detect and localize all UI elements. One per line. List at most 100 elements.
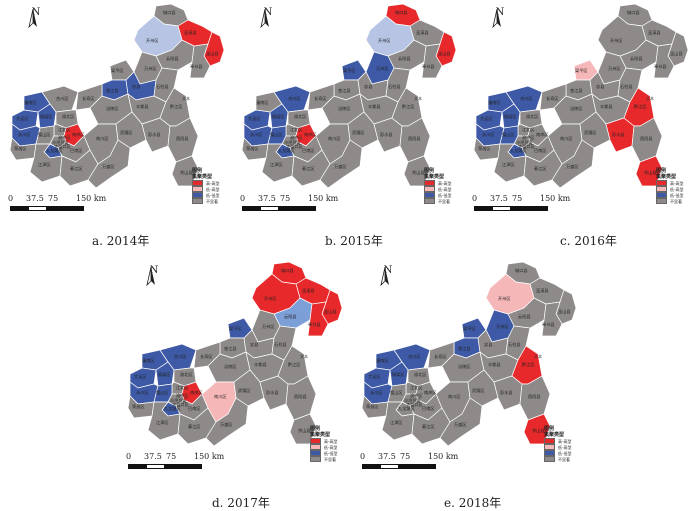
county-label-fengdu: 丰都县	[136, 103, 149, 110]
map-note: 文本	[182, 95, 190, 101]
county-label-kaizhou: 开州区	[378, 38, 391, 44]
county-label-jiangjin: 江津区	[270, 161, 283, 168]
county-label-xiushan: 秀山县	[298, 427, 311, 434]
county-label-fuling: 涪陵区	[458, 363, 471, 370]
legend: 图例 集聚类型 高-高型 低-高型 低-低型 不显著	[544, 426, 571, 462]
county-label-shizhu: 石柱县	[156, 83, 169, 90]
county-label-fuling: 涪陵区	[570, 105, 583, 112]
county-label-yunyang: 云阳县	[398, 55, 411, 62]
county-label-kaizhou: 开州区	[610, 38, 623, 44]
county-label-qijiang: 綦江区	[70, 165, 83, 172]
legend-swatch	[310, 438, 321, 444]
county-label-dazu: 大足区	[480, 115, 493, 122]
county-label-nanan: 南岸区	[72, 131, 85, 138]
scale-tick-label: 0	[8, 194, 14, 203]
north-arrow: N	[28, 8, 44, 29]
county-label-jiulongpo: 九龙坡区	[46, 147, 63, 154]
legend-title: 图例	[656, 168, 667, 174]
county-label-tongliang: 铜梁区	[40, 113, 53, 120]
north-arrow-icon	[146, 267, 155, 287]
county-label-nanan: 南岸区	[424, 389, 437, 396]
county-jiangjin	[261, 143, 295, 183]
map-note: 文本	[300, 353, 308, 359]
county-label-yongchuan: 永川区	[482, 131, 495, 137]
county-tongliang	[37, 103, 57, 129]
north-arrow: N	[380, 266, 396, 287]
county-wansheng	[319, 139, 363, 189]
county-label-shizhu: 石柱县	[388, 83, 401, 90]
county-label-liangping: 梁平区	[111, 67, 124, 74]
county-label-qianjiang: 黔江区	[288, 361, 301, 368]
legend-item: 高-高型	[544, 438, 571, 444]
county-label-qijiang: 綦江区	[188, 423, 201, 430]
scale-bar-segment	[362, 464, 382, 469]
legend-subtitle: 集聚类型	[656, 174, 677, 180]
county-label-chengkou: 城口县	[395, 9, 408, 16]
county-label-yongchuan: 永川区	[370, 389, 383, 395]
legend-label: 高-高型	[670, 180, 684, 186]
county-label-hechuan: 合川区	[288, 95, 301, 102]
county-label-zhongxian: 忠县	[132, 84, 140, 90]
north-arrow: N	[260, 8, 276, 29]
legend-label: 低-高型	[670, 186, 684, 192]
county-label-kaizhou: 开州区	[498, 296, 511, 302]
legend-label: 低-低型	[670, 192, 684, 198]
county-label-pengshui: 彭水县	[380, 131, 393, 138]
legend-label: 不显著	[324, 456, 336, 462]
scale-tick-label: 75	[48, 194, 59, 203]
county-label-jiangjin: 江津区	[156, 419, 169, 426]
county-label-fuling: 涪陵区	[338, 105, 351, 112]
legend-swatch	[192, 192, 203, 198]
county-label-hechuan: 合川区	[56, 95, 69, 102]
county-label-youyang: 酉阳县	[176, 135, 189, 142]
legend-label: 低-低型	[206, 192, 220, 198]
county-label-wanzhou: 万州区	[608, 66, 621, 72]
county-label-wuxi: 巫溪县	[416, 29, 429, 36]
county-label-nanchuan: 南川区	[214, 393, 227, 399]
north-arrow-icon	[380, 267, 389, 287]
county-label-yuzhong: 渝中区	[522, 134, 535, 141]
legend-swatch	[424, 192, 435, 198]
legend-swatch	[310, 456, 321, 462]
scale-bar-segment	[128, 464, 148, 469]
county-label-wuxi: 巫溪县	[648, 29, 661, 36]
county-label-chengkou: 城口县	[627, 9, 640, 16]
legend-label: 高-高型	[324, 438, 338, 444]
scale-tick-label: 150 km	[540, 194, 571, 203]
county-label-jiulongpo: 九龙坡区	[164, 405, 181, 412]
legend-subtitle: 集聚类型	[192, 174, 213, 180]
county-label-dazu: 大足区	[368, 373, 381, 380]
legend-swatch	[656, 198, 667, 204]
county-label-chengkou: 城口县	[515, 267, 528, 274]
scale-bar-segment	[10, 206, 30, 211]
caption-2015: b. 2015年	[325, 234, 383, 248]
county-label-qijiang: 綦江区	[422, 423, 435, 430]
scale-bar-segment	[398, 464, 436, 469]
county-label-fengjie: 奉节县	[542, 321, 555, 328]
county-label-wuxi: 巫溪县	[536, 287, 549, 294]
legend-item: 低-高型	[544, 444, 571, 450]
legend-item: 低-高型	[424, 186, 451, 192]
north-label: N	[149, 265, 159, 276]
scale-tick-label: 0	[240, 194, 246, 203]
county-label-hechuan: 合川区	[174, 353, 187, 360]
county-label-pengshui: 彭水县	[148, 131, 161, 138]
county-label-dadukou: 大渡口区	[172, 401, 189, 408]
county-label-chengkou: 城口县	[281, 267, 294, 274]
county-label-kaizhou: 开州区	[264, 296, 277, 302]
legend-label: 低-低型	[558, 450, 572, 456]
county-label-dadukou: 大渡口区	[406, 401, 423, 408]
scale-tick-label: 150 km	[428, 452, 459, 461]
county-label-liangping: 梁平区	[575, 67, 588, 74]
county-label-shizhu: 石柱县	[620, 83, 633, 90]
scale-tick-label: 0	[472, 194, 478, 203]
county-label-zhongxian: 忠县	[364, 84, 372, 90]
county-label-yunyang: 云阳县	[518, 313, 531, 320]
county-label-xiushan: 秀山县	[180, 169, 193, 176]
county-label-wansheng: 万盛区	[102, 163, 115, 170]
legend-swatch	[310, 450, 321, 456]
county-label-nanan: 南岸区	[536, 131, 549, 138]
legend-title: 图例	[192, 168, 203, 174]
scale-tick-label: 75	[166, 452, 177, 461]
county-label-wulong: 武隆区	[120, 129, 133, 136]
